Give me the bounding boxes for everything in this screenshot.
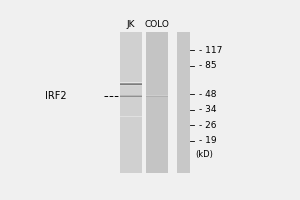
Bar <box>120 32 142 173</box>
Text: - 85: - 85 <box>199 61 217 70</box>
Text: (kD): (kD) <box>195 150 213 159</box>
Text: IRF2: IRF2 <box>45 91 67 101</box>
Text: - 117: - 117 <box>199 46 223 55</box>
Bar <box>146 32 168 173</box>
Text: - 26: - 26 <box>199 121 217 130</box>
Text: JK: JK <box>127 20 135 29</box>
Text: - 48: - 48 <box>199 90 217 99</box>
Text: COLO: COLO <box>144 20 169 29</box>
Text: - 34: - 34 <box>199 105 217 114</box>
Bar <box>177 32 190 173</box>
Text: - 19: - 19 <box>199 136 217 145</box>
